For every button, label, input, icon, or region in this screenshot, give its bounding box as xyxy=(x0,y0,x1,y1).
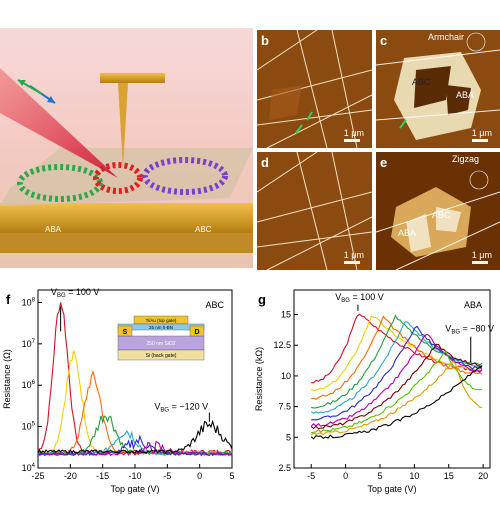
y-tick-label: 105 xyxy=(22,422,36,432)
panel-b-afm-image: b 1 μm xyxy=(257,30,372,148)
series-line xyxy=(310,343,483,430)
inset-layer-label: 250 nm SiO2 xyxy=(146,341,175,347)
afm-tip xyxy=(118,83,128,168)
y-axis-label: Resistance (Ω) xyxy=(2,349,12,409)
series-line xyxy=(311,313,483,384)
y-tick-label: 104 xyxy=(22,463,36,473)
annotation-armchair: Armchair xyxy=(428,32,465,42)
inset-layer-label: Si (back gate) xyxy=(146,353,177,359)
y-tick-label: 106 xyxy=(22,380,36,390)
panel-c-afm-image: c Armchair ABC ABA 1 μm xyxy=(376,30,500,148)
annotation-vbg-low: VBG = −120 V xyxy=(154,401,208,413)
annotation-aba: ABA xyxy=(456,90,475,100)
panel-g-label: g xyxy=(258,292,266,307)
y-tick-label: 7.5 xyxy=(278,402,291,412)
y-tick-label: 10 xyxy=(281,371,291,381)
annotation-vbg-low: VBG = −80 V xyxy=(445,324,494,336)
scale-bar xyxy=(472,139,488,142)
x-tick-label: -10 xyxy=(128,471,141,481)
x-tick-label: 5 xyxy=(229,471,234,481)
chart-title: ABC xyxy=(205,300,224,310)
y-tick-label: 12.5 xyxy=(273,340,291,350)
x-tick-label: -5 xyxy=(163,471,171,481)
x-tick-label: 10 xyxy=(409,471,419,481)
panel-a-illustration: ABA ABC xyxy=(0,28,253,268)
y-tick-label: 5 xyxy=(286,432,291,442)
y-tick-label: 15 xyxy=(281,310,291,320)
plot-frame xyxy=(293,289,491,469)
annotation-zigzag: Zigzag xyxy=(452,154,480,164)
inset-layer-label: 25 nm h-BN xyxy=(149,325,173,330)
annotation-vbg-high: VBG = 100 V xyxy=(51,287,99,299)
y-tick-label: 2.5 xyxy=(278,463,291,473)
scale-bar xyxy=(344,139,360,142)
drain-label: D xyxy=(194,329,199,336)
source-contact xyxy=(117,325,133,337)
x-tick-label: 0 xyxy=(343,471,348,481)
chart-g-svg: -5 0 5 10 15 20 2.5 5 7.5 10 12.5 15 Top gate (V) Res… xyxy=(254,289,494,494)
x-tick-label: 15 xyxy=(444,471,454,481)
annotation-abc: ABC xyxy=(412,77,431,87)
annotation-aba: ABA xyxy=(398,228,417,238)
series-line xyxy=(310,315,483,392)
x-axis-label: Top gate (V) xyxy=(367,484,416,494)
scale-bar-label: 1 μm xyxy=(471,128,492,138)
panel-c-label: c xyxy=(380,33,388,48)
annotation-vbg-high: VBG = 100 V xyxy=(335,292,383,304)
x-tick-label: 0 xyxy=(197,471,202,481)
inset-layer-label: Ti/Au (top gate) xyxy=(146,318,177,323)
stacking-domain-lattice xyxy=(93,162,143,194)
stack-label-aba: ABA xyxy=(45,225,62,234)
chart-g: -5 0 5 10 15 20 2.5 5 7.5 10 12.5 15 Top gate (V) Res… xyxy=(250,278,500,500)
series-line xyxy=(310,365,483,440)
y-axis-label: Resistance (kΩ) xyxy=(254,347,264,411)
series-line xyxy=(311,325,483,421)
series-line xyxy=(311,350,483,434)
x-tick-label: -25 xyxy=(31,471,44,481)
scale-bar-label: 1 μm xyxy=(343,250,364,260)
scale-bar xyxy=(472,261,488,264)
laser-beam xyxy=(0,68,118,178)
series-line xyxy=(37,440,233,457)
x-tick-label: 20 xyxy=(478,471,488,481)
panel-d-label: d xyxy=(261,155,269,170)
chart-title: ABA xyxy=(464,300,482,310)
x-tick-label: -5 xyxy=(307,471,315,481)
scale-bar-label: 1 μm xyxy=(343,128,364,138)
chart-f-svg: -25 -20 -15 -10 -5 0 5 104 105 106 107 108 Top gate … xyxy=(2,287,235,494)
x-tick-label: 5 xyxy=(377,471,382,481)
chart-f: -25 -20 -15 -10 -5 0 5 104 105 106 107 108 Top gate … xyxy=(0,278,250,500)
source-label: S xyxy=(123,329,128,336)
device-inset: S D Ti/Au (top gate) 25 nm h-BN 250 nm SiO2 S… xyxy=(117,315,205,361)
stack-label-abc: ABC xyxy=(195,225,212,234)
scale-bar-label: 1 μm xyxy=(471,250,492,260)
panel-f-label: f xyxy=(6,292,11,307)
scale-bar xyxy=(344,261,360,264)
panel-e-afm-image: e Zigzag ABC ABA 1 μm xyxy=(376,152,500,270)
series-line xyxy=(310,360,483,436)
panel-b-label: b xyxy=(261,33,269,48)
x-tick-label: -20 xyxy=(64,471,77,481)
x-tick-label: -15 xyxy=(96,471,109,481)
x-axis-label: Top gate (V) xyxy=(110,484,159,494)
series-line xyxy=(37,415,233,456)
inset-layer xyxy=(117,349,205,361)
y-tick-label: 108 xyxy=(22,297,36,307)
panel-e-label: e xyxy=(380,155,388,170)
afm-cantilever xyxy=(100,73,165,83)
series-line xyxy=(311,315,483,400)
annotation-abc: ABC xyxy=(432,210,451,220)
panel-d-afm-image: d 1 μm xyxy=(257,152,372,270)
series-line xyxy=(37,419,233,454)
drain-contact xyxy=(189,325,205,337)
y-tick-label: 107 xyxy=(22,339,36,349)
abc-lattice xyxy=(142,157,228,195)
